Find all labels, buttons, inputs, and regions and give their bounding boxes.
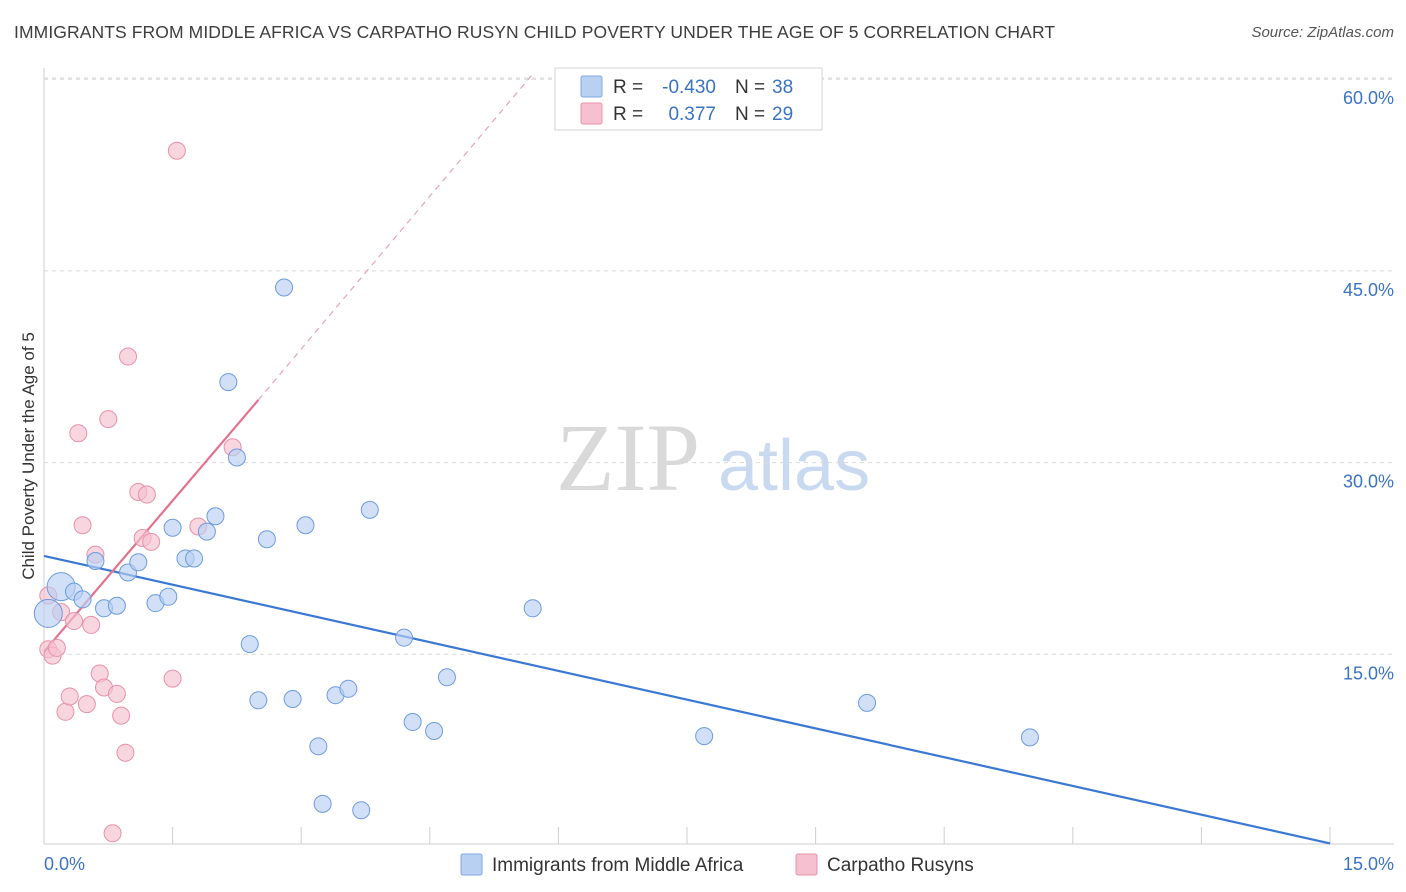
legend-n-label-blue: N = [735, 77, 765, 98]
data-point-pink [107, 684, 126, 703]
x-tick-label-max: 15.0% [1343, 854, 1394, 874]
data-point-pink [167, 141, 186, 160]
data-point-pink [116, 743, 135, 762]
legend-n-value-blue: 38 [772, 77, 793, 98]
data-point-pink [69, 424, 88, 443]
y-tick-label: 15.0% [1343, 663, 1394, 683]
y-tick-label: 60.0% [1343, 88, 1394, 108]
data-point-blue [129, 553, 148, 572]
series-legend-label-pink: Carpatho Rusyns [827, 855, 974, 876]
axes [43, 68, 1394, 845]
data-point-blue [858, 693, 877, 712]
data-point-blue [313, 794, 332, 813]
data-point-blue [240, 635, 259, 654]
data-point-blue [219, 373, 238, 392]
data-point-pink [65, 612, 84, 631]
series-legend-swatch-blue [460, 853, 483, 876]
legend-n-value-pink: 29 [772, 104, 793, 125]
y-axis-label: Child Poverty Under the Age of 5 [19, 332, 38, 580]
y-tick-label: 30.0% [1343, 472, 1394, 492]
data-point-pink [47, 638, 66, 657]
series-legend-swatch-pink [795, 853, 818, 876]
trend-line-pink [43, 399, 260, 653]
chart-title: IMMIGRANTS FROM MIDDLE AFRICA VS CARPATH… [14, 22, 1056, 42]
legend-r-value-blue: -0.430 [662, 77, 716, 98]
data-point-blue [437, 668, 456, 687]
legend-n-label-pink: N = [735, 104, 765, 125]
data-point-blue [163, 518, 182, 537]
data-point-pink [56, 702, 75, 721]
data-point-blue [309, 737, 328, 756]
data-point-pink [82, 615, 101, 634]
legend-r-value-pink: 0.377 [668, 104, 716, 125]
x-tick-label-min: 0.0% [44, 854, 85, 874]
data-point-blue [275, 278, 294, 297]
data-point-pink [119, 347, 138, 366]
data-point-pink [163, 669, 182, 688]
data-point-blue [296, 516, 315, 535]
data-point-blue [352, 801, 371, 820]
data-point-blue [283, 690, 302, 709]
data-point-blue [185, 549, 204, 568]
watermark-zip: ZIP [556, 404, 700, 511]
data-point-pink [99, 410, 118, 429]
data-point-pink [103, 824, 122, 843]
data-point-blue [249, 691, 268, 710]
gridlines [44, 77, 1394, 655]
x-ticks [43, 827, 1331, 844]
data-point-blue [33, 598, 63, 628]
data-point-blue [523, 599, 542, 618]
data-point-blue [257, 530, 276, 549]
series-legend: Immigrants from Middle Africa Carpatho R… [460, 853, 974, 876]
legend-r-label-blue: R = [613, 77, 643, 98]
data-point-pink [142, 532, 161, 551]
data-point-pink [112, 706, 131, 725]
legend-swatch-pink [580, 102, 603, 125]
stats-legend: R = -0.430 N = 38 R = 0.377 N = 29 [554, 67, 823, 131]
series-legend-label-blue: Immigrants from Middle Africa [492, 855, 744, 876]
data-point-blue [425, 721, 444, 740]
data-point-blue [695, 727, 714, 746]
data-point-blue [1020, 728, 1039, 747]
data-point-pink [73, 516, 92, 535]
data-point-blue [395, 628, 414, 647]
legend-r-label-pink: R = [613, 104, 643, 125]
data-point-pink [60, 687, 79, 706]
legend-swatch-blue [580, 75, 603, 98]
data-point-blue [227, 448, 246, 467]
y-tick-labels: 15.0% 30.0% 45.0% 60.0% [1343, 88, 1394, 683]
trend-line-blue [43, 554, 1331, 845]
data-point-blue [403, 713, 422, 732]
data-point-blue [197, 522, 216, 541]
source-label: Source: ZipAtlas.com [1251, 24, 1394, 41]
data-point-blue [107, 596, 126, 615]
data-point-blue [339, 679, 358, 698]
data-point-blue [159, 587, 178, 606]
watermark-atlas: atlas [718, 426, 870, 506]
data-point-blue [86, 552, 105, 571]
data-point-blue [73, 590, 92, 609]
data-points [33, 141, 1039, 843]
trend-line-extension-pink [257, 73, 534, 401]
data-point-pink [137, 485, 156, 504]
y-tick-label: 45.0% [1343, 280, 1394, 300]
data-point-blue [360, 500, 379, 519]
data-point-blue [206, 507, 225, 526]
trend-lines [43, 73, 1331, 845]
data-point-pink [77, 695, 96, 714]
